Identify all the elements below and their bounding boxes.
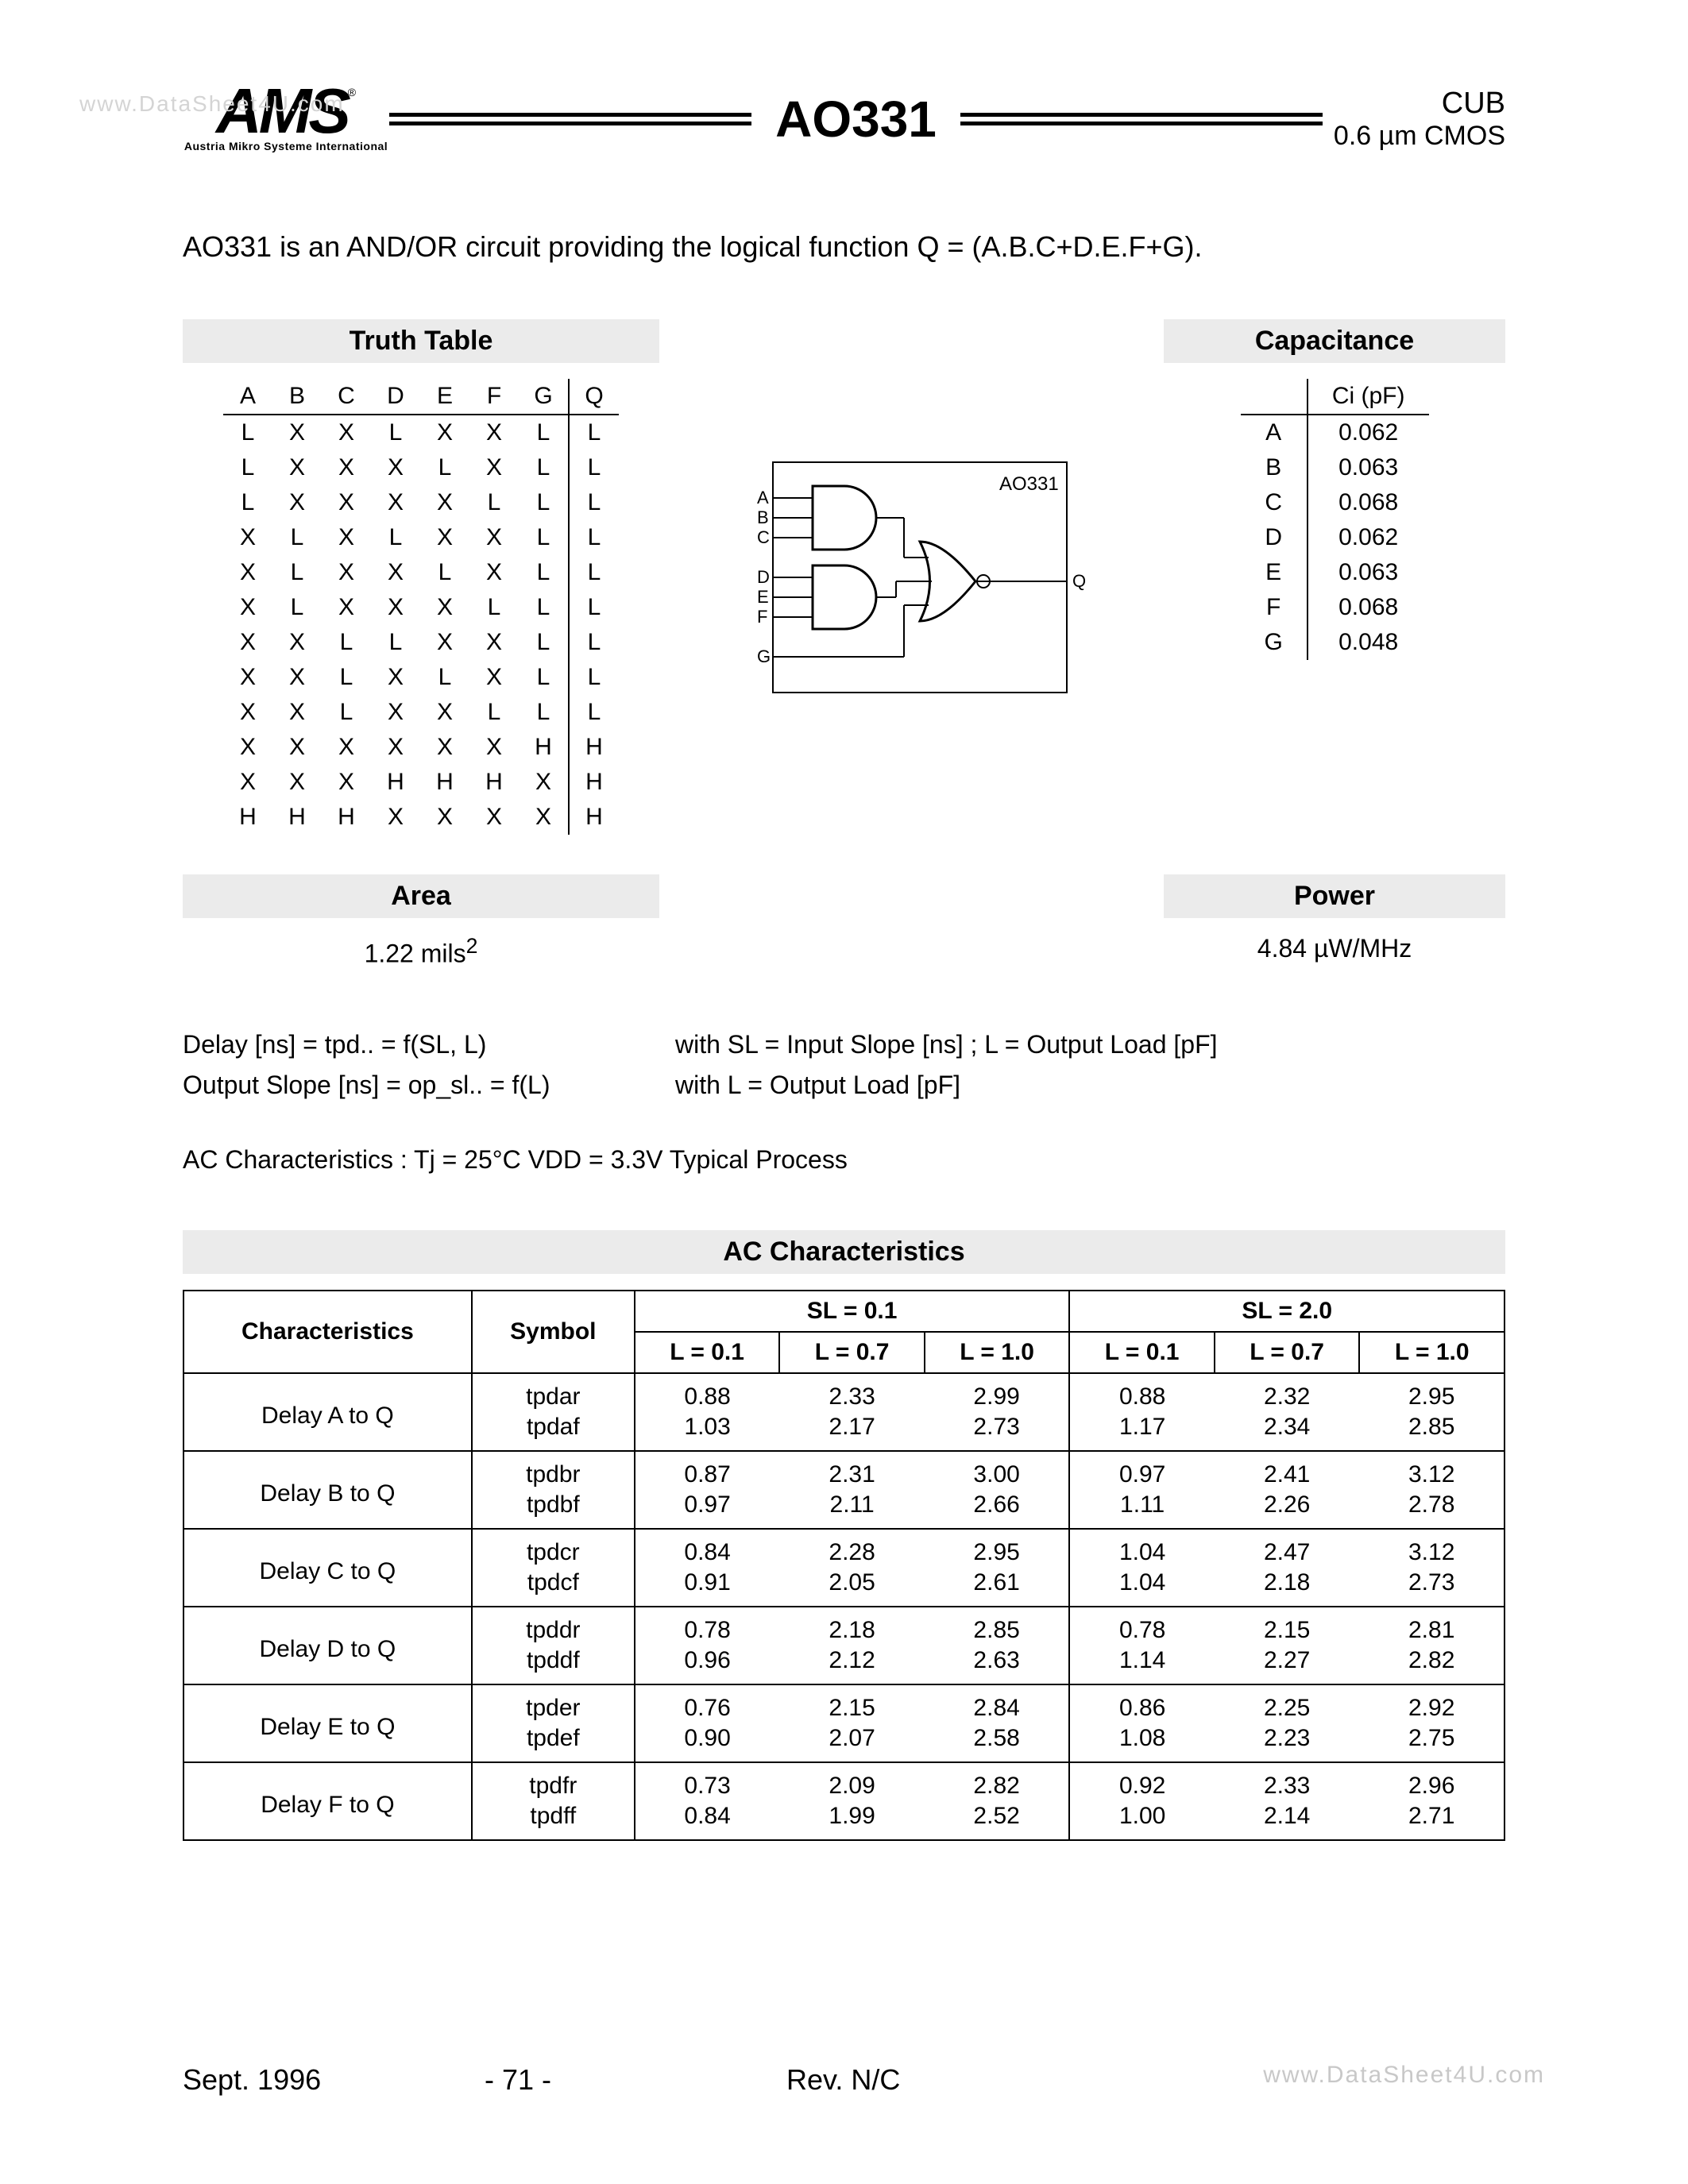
table-row: XXLLXXLL: [223, 625, 619, 660]
circuit-svg: AO331: [737, 446, 1087, 708]
formulas-block: Delay [ns] = tpd.. = f(SL, L) with SL = …: [183, 1024, 1505, 1106]
delay-formula: Delay [ns] = tpd.. = f(SL, L): [183, 1024, 675, 1065]
table-row: G0.048: [1241, 625, 1429, 660]
svg-text:G: G: [757, 646, 771, 666]
truth-table: ABCDEFGQ LXXLXXLLLXXXLXLLLXXXXLLLXLXLXXL…: [223, 379, 619, 835]
truth-header: A: [223, 379, 272, 415]
ac-conditions: AC Characteristics : Tj = 25°C VDD = 3.3…: [183, 1145, 1505, 1175]
truth-header: G: [519, 379, 569, 415]
registered-icon: ®: [348, 86, 356, 98]
delay-formula-cond: with SL = Input Slope [ns] ; L = Output …: [675, 1024, 1218, 1065]
capacitance-title: Capacitance: [1164, 319, 1505, 363]
logo-subtitle: Austria Mikro Systeme International: [184, 140, 388, 152]
table-row: Delay E to Qtpder0.762.152.840.862.252.9…: [183, 1684, 1505, 1723]
footer-page: - 71 -: [485, 2063, 786, 2097]
description-text: AO331 is an AND/OR circuit providing the…: [183, 230, 1505, 264]
table-row: Delay A to Qtpdar0.882.332.990.882.322.9…: [183, 1373, 1505, 1412]
truth-header: E: [420, 379, 469, 415]
table-row: E0.063: [1241, 555, 1429, 590]
truth-table-section: Truth Table ABCDEFGQ LXXLXXLLLXXXLXLLLXX…: [183, 319, 659, 835]
table-row: Delay B to Qtpdbr0.872.313.000.972.413.1…: [183, 1451, 1505, 1490]
area-value: 1.22 mils2: [183, 934, 659, 969]
table-row: D0.062: [1241, 520, 1429, 555]
power-section: Power 4.84 µW/MHz: [1164, 874, 1505, 969]
table-row: Delay D to Qtpddr0.782.182.850.782.152.8…: [183, 1607, 1505, 1646]
slope-formula: Output Slope [ns] = op_sl.. = f(L): [183, 1065, 675, 1106]
truth-header: F: [469, 379, 519, 415]
process-name: 0.6 µm CMOS: [1323, 121, 1505, 152]
table-row: LXXLXXLL: [223, 415, 619, 450]
table-row: A0.062: [1241, 415, 1429, 450]
table-row: XXXHHHXH: [223, 765, 619, 800]
table-row: HHHXXXXH: [223, 800, 619, 835]
truth-header: D: [371, 379, 420, 415]
table-row: Delay C to Qtpdcr0.842.282.951.042.473.1…: [183, 1529, 1505, 1568]
table-row: XLXXXLLL: [223, 590, 619, 625]
title-bar: AO331: [389, 90, 1323, 149]
table-row: B0.063: [1241, 450, 1429, 485]
page-header: AMS® Austria Mikro Systeme International…: [183, 71, 1505, 167]
power-title: Power: [1164, 874, 1505, 918]
rule-left: [389, 113, 751, 125]
table-row: XXLXXLLL: [223, 695, 619, 730]
footer-rev: Rev. N/C: [786, 2063, 1505, 2097]
capacitance-table: Ci (pF) A0.062B0.063C0.068D0.062E0.063F0…: [1241, 379, 1429, 660]
capacitance-section: Capacitance Ci (pF) A0.062B0.063C0.068D0…: [1164, 319, 1505, 835]
svg-text:C: C: [757, 527, 770, 547]
logic-diagram: AO331: [691, 319, 1132, 835]
table-row: XXXXXXHH: [223, 730, 619, 765]
svg-text:D: D: [757, 567, 770, 587]
svg-text:F: F: [757, 607, 767, 627]
table-row: LXXXLXLL: [223, 450, 619, 485]
header-right: CUB 0.6 µm CMOS: [1323, 87, 1505, 152]
truth-header: Q: [569, 379, 619, 415]
ac-title: AC Characteristics: [183, 1230, 1505, 1274]
part-number: AO331: [767, 90, 944, 149]
slope-formula-cond: with L = Output Load [pF]: [675, 1065, 960, 1106]
svg-text:B: B: [757, 507, 769, 527]
table-row: F0.068: [1241, 590, 1429, 625]
svg-text:E: E: [757, 587, 769, 607]
table-row: C0.068: [1241, 485, 1429, 520]
truth-header: B: [272, 379, 322, 415]
diagram-label: AO331: [999, 473, 1059, 495]
datasheet-page: www.DataSheet4U.com www.DataSheet4U.com …: [0, 0, 1688, 2184]
svg-text:Q: Q: [1072, 571, 1086, 591]
truth-header: C: [322, 379, 371, 415]
rule-right: [960, 113, 1323, 125]
area-title: Area: [183, 874, 659, 918]
truth-table-title: Truth Table: [183, 319, 659, 363]
footer-date: Sept. 1996: [183, 2063, 485, 2097]
library-name: CUB: [1323, 87, 1505, 121]
table-row: XXLXLXLL: [223, 660, 619, 695]
watermark-top: www.DataSheet4U.com: [79, 91, 345, 117]
table-row: LXXXXLLL: [223, 485, 619, 520]
svg-text:A: A: [757, 488, 769, 507]
power-value: 4.84 µW/MHz: [1164, 934, 1505, 963]
page-footer: Sept. 1996 - 71 - Rev. N/C: [183, 2063, 1505, 2097]
table-row: Delay F to Qtpdfr0.732.092.820.922.332.9…: [183, 1762, 1505, 1801]
table-row: XLXLXXLL: [223, 520, 619, 555]
ac-characteristics-table: Characteristics Symbol SL = 0.1 SL = 2.0…: [183, 1290, 1505, 1841]
area-section: Area 1.22 mils2: [183, 874, 659, 969]
table-row: XLXXLXLL: [223, 555, 619, 590]
